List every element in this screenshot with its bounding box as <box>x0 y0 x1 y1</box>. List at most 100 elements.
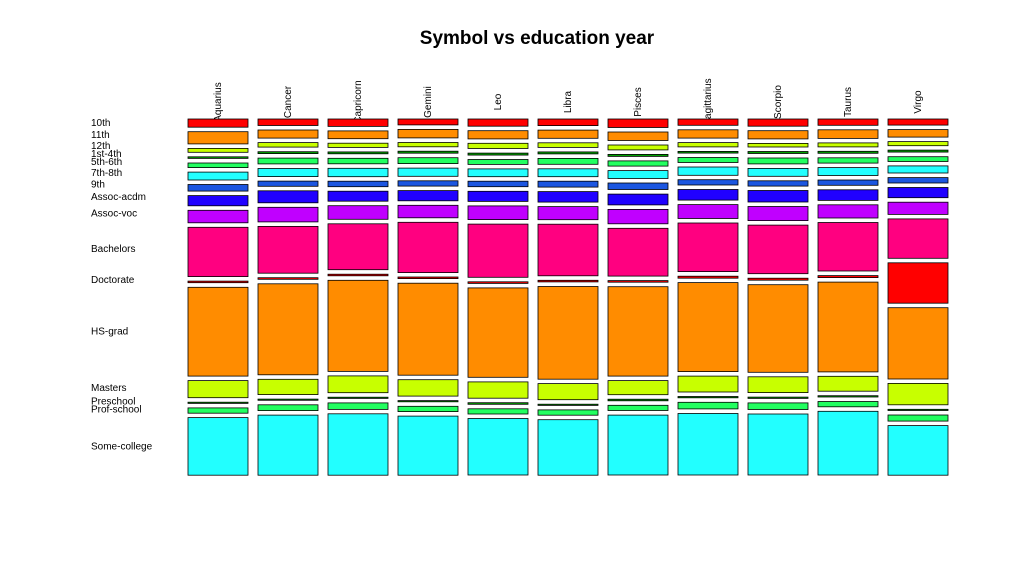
tile-pisces-doctorate <box>607 280 669 283</box>
tile-aquarius-masters <box>187 380 249 399</box>
tile-pisces-11th <box>607 131 669 141</box>
tile-virgo-11th <box>887 129 949 138</box>
tile-pisces-preschool <box>607 398 669 402</box>
tile-leo-assoc-voc <box>467 205 529 220</box>
tile-sagittarius-12th <box>677 142 739 148</box>
tile-gemini-5th-6th <box>397 157 459 164</box>
tile-scorpio-assoc-voc <box>747 206 809 222</box>
tile-cancer-assoc-voc <box>257 206 319 223</box>
tile-libra-some-college <box>537 419 599 476</box>
tile-pisces-12th <box>607 144 669 151</box>
tile-gemini-bachelors <box>397 221 459 274</box>
tile-scorpio-assoc-acdm <box>747 190 809 203</box>
column-label-scorpio: Scorpio <box>773 85 784 119</box>
tile-scorpio-11th <box>747 130 809 140</box>
row-label-preschool: Preschool <box>91 397 135 408</box>
row-label-bachelors: Bachelors <box>91 244 135 255</box>
tile-sagittarius-5th-6th <box>677 157 739 163</box>
column-label-capricorn: Capricorn <box>353 80 364 123</box>
tile-capricorn-1st-4th <box>327 151 389 155</box>
tile-aquarius-7th-8th <box>187 171 249 181</box>
tile-libra-doctorate <box>537 279 599 283</box>
tile-sagittarius-prof-school <box>677 401 739 410</box>
tile-libra-preschool <box>537 403 599 406</box>
row-label-doctorate: Doctorate <box>91 275 135 286</box>
tile-libra-7th-8th <box>537 168 599 178</box>
tile-aquarius-5th-6th <box>187 162 249 168</box>
tile-aquarius-doctorate <box>187 280 249 284</box>
tile-virgo-10th <box>887 118 949 126</box>
tile-libra-1st-4th <box>537 151 599 155</box>
tile-gemini-12th <box>397 142 459 148</box>
tile-taurus-preschool <box>817 395 879 398</box>
tile-capricorn-doctorate <box>327 273 389 277</box>
tile-capricorn-assoc-acdm <box>327 190 389 202</box>
tile-sagittarius-bachelors <box>677 222 739 272</box>
column-label-pisces: Pisces <box>633 87 644 116</box>
tile-sagittarius-10th <box>677 118 739 126</box>
tile-scorpio-masters <box>747 376 809 393</box>
column-label-taurus: Taurus <box>843 87 854 117</box>
tile-pisces-5th-6th <box>607 160 669 167</box>
tile-libra-masters <box>537 383 599 401</box>
tile-gemini-7th-8th <box>397 167 459 177</box>
tile-scorpio-preschool <box>747 396 809 399</box>
tile-virgo-hs-grad <box>887 307 949 380</box>
tile-taurus-7th-8th <box>817 167 879 176</box>
tile-gemini-9th <box>397 180 459 187</box>
tile-taurus-assoc-voc <box>817 204 879 219</box>
tile-taurus-5th-6th <box>817 157 879 164</box>
tile-aquarius-some-college <box>187 417 249 476</box>
tile-cancer-some-college <box>257 414 319 476</box>
tile-scorpio-1st-4th <box>747 151 809 154</box>
tile-capricorn-prof-school <box>327 402 389 410</box>
chart-title: Symbol vs education year <box>419 28 655 49</box>
column-label-leo: Leo <box>493 93 504 110</box>
tile-capricorn-masters <box>327 375 389 394</box>
tile-capricorn-preschool <box>327 396 389 399</box>
tile-capricorn-hs-grad <box>327 279 389 372</box>
tile-gemini-prof-school <box>397 405 459 412</box>
tile-sagittarius-masters <box>677 375 739 393</box>
tile-pisces-assoc-acdm <box>607 193 669 206</box>
column-label-libra: Libra <box>563 90 574 113</box>
tile-gemini-doctorate <box>397 276 459 280</box>
tile-scorpio-prof-school <box>747 402 809 410</box>
tile-pisces-7th-8th <box>607 170 669 179</box>
tile-sagittarius-some-college <box>677 413 739 476</box>
tile-virgo-assoc-acdm <box>887 187 949 199</box>
column-label-aquarius: Aquarius <box>213 82 224 121</box>
tile-taurus-hs-grad <box>817 281 879 373</box>
tile-cancer-5th-6th <box>257 157 319 165</box>
tile-pisces-10th <box>607 118 669 128</box>
tile-scorpio-5th-6th <box>747 157 809 165</box>
tile-leo-hs-grad <box>467 287 529 378</box>
row-label-11th: 11th <box>91 130 110 141</box>
tile-taurus-masters <box>817 375 879 392</box>
tile-leo-doctorate <box>467 281 529 284</box>
tile-cancer-9th <box>257 180 319 187</box>
tile-taurus-9th <box>817 179 879 186</box>
column-label-group: Aquarius Cancer Capricorn Gemini Leo Libra Pis… <box>213 78 924 125</box>
tile-scorpio-12th <box>747 142 809 148</box>
tile-gemini-hs-grad <box>397 282 459 376</box>
tile-aquarius-assoc-voc <box>187 209 249 224</box>
tile-pisces-some-college <box>607 414 669 476</box>
tile-aquarius-12th <box>187 147 249 153</box>
tile-capricorn-11th <box>327 130 389 140</box>
tile-virgo-12th <box>887 141 949 147</box>
tile-sagittarius-doctorate <box>677 275 739 279</box>
tile-taurus-12th <box>817 142 879 148</box>
tile-libra-assoc-voc <box>537 206 599 221</box>
tile-gemini-some-college <box>397 415 459 476</box>
tile-cancer-masters <box>257 378 319 395</box>
tile-leo-5th-6th <box>467 159 529 165</box>
tile-virgo-prof-school <box>887 414 949 422</box>
tile-pisces-prof-school <box>607 404 669 411</box>
tile-leo-some-college <box>467 418 529 476</box>
tile-scorpio-7th-8th <box>747 167 809 177</box>
row-label-assoc-acdm: Assoc-acdm <box>91 192 146 203</box>
column-label-cancer: Cancer <box>283 85 294 118</box>
tile-virgo-doctorate <box>887 262 949 304</box>
tile-libra-5th-6th <box>537 157 599 165</box>
